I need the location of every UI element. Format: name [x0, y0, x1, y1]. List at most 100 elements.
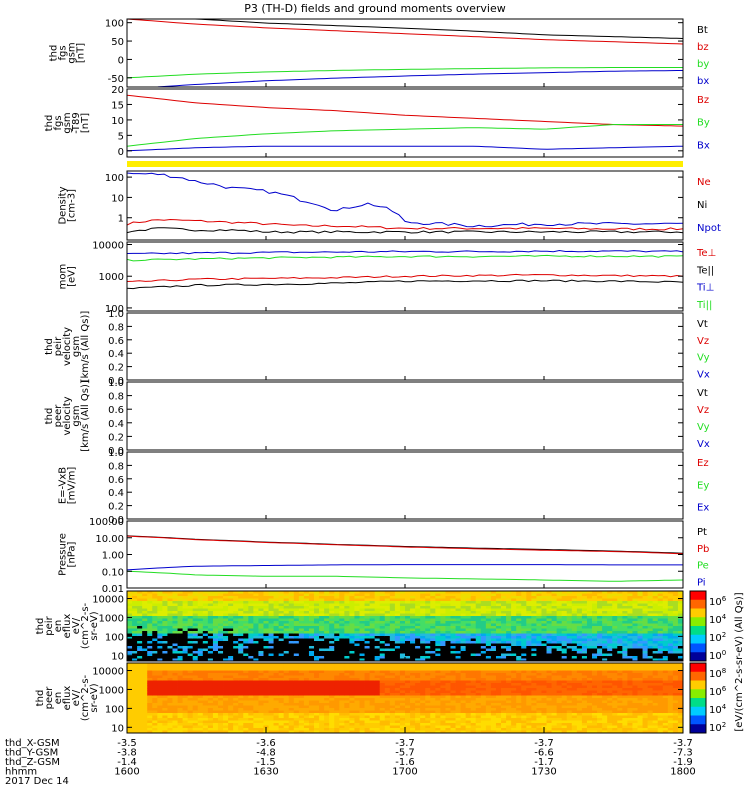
fgs-gsm-ytick-label-2: 0 [118, 55, 124, 66]
peir-velocity-ytick-label-3: 0.4 [108, 349, 124, 360]
peer-velocity-ytick-label-5: 0.0 [108, 446, 124, 457]
peir-velocity-legend-0: Vt [697, 319, 708, 330]
peer-en-eflux-raster [127, 663, 684, 734]
peer-velocity-ylabel-2: velocity [62, 396, 73, 435]
temperature-legend-1: Te|| [696, 265, 714, 276]
efield-legend-2: Ex [697, 503, 709, 514]
fgs-gsm-minus-t89-ytick-label-1: 15 [111, 100, 124, 111]
efield-ylabel-1: [mV/m] [67, 467, 78, 505]
peir-en-eflux-colorbar [689, 590, 707, 662]
peer-en-eflux-zlabel-1: 106 [709, 685, 727, 698]
fgs-gsm-legend-1: bz [697, 42, 709, 53]
peer-en-eflux-ytick-label-0: 10000 [92, 667, 124, 678]
fgs-gsm-ylabel-3: [nT] [76, 43, 87, 63]
panel-peir-velocity: 1.0 0.8 0.6 0.4 0.2 0.0 thdpeirvelocitygsm[km/… [44, 309, 710, 387]
fgs-gsm-ylabel-1: fgs [58, 45, 69, 60]
pressure-ylabel-1: [nPa] [67, 541, 78, 567]
density-ylabel-0: Density [58, 186, 69, 224]
peer-velocity-ytick-label-2: 0.6 [108, 405, 124, 416]
peer-en-eflux-ylabel-5: (cm^2-s- [80, 674, 91, 721]
fgs-gsm-minus-t89-ylabel-2: gsm [62, 112, 73, 133]
peer-en-eflux-colorbar-seg-3 [690, 689, 706, 699]
peer-velocity-legend-2: Vy [697, 422, 710, 433]
peir-en-eflux-colorbar-seg-5 [690, 634, 706, 644]
temperature-legend-3: Ti|| [696, 300, 712, 311]
peer-en-eflux-colorbar [689, 662, 707, 734]
density-legend-1: Ni [697, 200, 707, 211]
efield-legend-1: Ey [697, 480, 709, 491]
fgs-gsm-legend-2: by [697, 59, 709, 70]
fgs-gsm-minus-t89-series-2 [126, 145, 684, 152]
density-series-2 [126, 172, 684, 228]
temperature-legend-2: Ti⊥ [696, 283, 714, 294]
xtick-4-row-2: -1.9 [673, 757, 693, 768]
peir-en-eflux-ytick-label-0: 10000 [92, 595, 124, 606]
peir-en-eflux-ylabel-4: eV/ [71, 617, 82, 634]
peer-velocity-ylabel-3: gsm [71, 405, 82, 426]
fgs-gsm-minus-t89-ytick-label-4: 0 [118, 147, 124, 158]
peir-en-eflux-colorbar-seg-0 [690, 591, 706, 601]
temperature-ytick-label-2: 100 [105, 304, 124, 315]
peir-en-eflux-zlabel-0: 106 [709, 595, 727, 608]
peer-en-eflux-colorbar-seg-0 [690, 663, 706, 673]
fgs-gsm-minus-t89-ylabel-3: -T89 [71, 112, 82, 134]
peer-velocity-frame [126, 381, 684, 451]
peir-en-eflux-ytick-label-3: 10 [111, 651, 124, 662]
temperature-legend-0: Te⊥ [696, 248, 716, 259]
pressure-ytick-label-3: 0.10 [102, 567, 124, 578]
fgs-gsm-minus-t89-series-1 [126, 124, 683, 147]
peer-en-eflux-ylabel-1: peer [44, 686, 55, 710]
pressure-legend-3: Pi [697, 577, 706, 588]
pressure-ytick-label-0: 100.00 [89, 517, 124, 528]
fgs-gsm-minus-t89-ylabel-0: thd [44, 115, 55, 132]
temperature-ylabel-0: mom [58, 264, 69, 290]
fgs-gsm-ytick-label-3: -50 [108, 74, 124, 85]
panel-peer-en-eflux: 10000 1000 100 10 thdpeerenefluxeV/(cm^2-s-s… [35, 662, 727, 734]
xtick-1-row-0: -3.6 [256, 738, 276, 749]
peer-en-eflux-ylabel-3: eflux [62, 686, 73, 711]
peer-en-eflux-zlabel-0: 108 [709, 667, 726, 680]
fgs-gsm-frame [126, 18, 684, 88]
panel-peir-en-eflux: 10000 1000 100 10 thdpeirenefluxeV/(cm^2-s-s… [35, 590, 727, 662]
peir-en-eflux-colorbar-seg-2 [690, 608, 706, 618]
pressure-ylabel-0: Pressure [58, 533, 69, 576]
panel-temperature: 10000 1000 100 mom[eV] Te⊥ Te|| Ti⊥ Ti|| [58, 241, 717, 315]
peer-en-eflux-colorbar-seg-5 [690, 706, 706, 716]
peer-en-eflux-colorbar-seg-1 [690, 671, 706, 681]
peer-en-eflux-ylabel-4: eV/ [71, 689, 82, 706]
peer-en-eflux-colorbar-seg-4 [690, 698, 706, 708]
pressure-ytick-label-4: 0.01 [102, 584, 124, 595]
peir-velocity-ylabel-0: thd [44, 338, 55, 355]
efield-ytick-label-2: 0.6 [108, 475, 124, 486]
peer-en-eflux-ylabel-2: en [53, 692, 64, 705]
temperature-series-3 [126, 254, 684, 262]
pressure-series-1 [126, 535, 684, 555]
efield-ytick-label-4: 0.2 [108, 502, 124, 513]
fgs-gsm-minus-t89-legend-2: Bx [697, 140, 710, 151]
pressure-legend-0: Pt [697, 527, 707, 538]
peir-en-eflux-ylabel-6: sr-eV) [89, 611, 100, 640]
peir-velocity-ytick-label-2: 0.6 [108, 336, 124, 347]
pressure-series-3 [126, 564, 683, 571]
xtick-3-row-0: -3.7 [534, 738, 554, 749]
peir-en-eflux-ylabel-1: peir [44, 615, 55, 635]
density-frame [126, 170, 684, 241]
xaxis-row-label-1: thd_Y-GSM [5, 748, 58, 759]
peer-en-eflux-ytick-label-3: 10 [111, 723, 124, 734]
fgs-gsm-legend-3: bx [697, 76, 709, 87]
temperature-ylabel-1: [eV] [67, 266, 78, 287]
peir-velocity-ytick-label-0: 1.0 [108, 309, 124, 320]
density-legend-0: Ne [697, 177, 711, 188]
peir-en-eflux-colorbar-seg-7 [690, 652, 706, 662]
peer-en-eflux-ylabel-0: thd [35, 690, 46, 707]
fgs-gsm-minus-t89-ytick-label-2: 10 [111, 116, 124, 127]
panel-peer-velocity: 1.0 0.8 0.6 0.4 0.2 0.0 thdpeervelocitygsm[km/… [44, 378, 710, 457]
peer-en-eflux-colorbar-seg-6 [690, 715, 706, 725]
fgs-gsm-minus-t89-frame [126, 88, 684, 158]
fgs-gsm-minus-t89-ylabel-4: [nT] [80, 113, 91, 133]
xtick-3-row-2: -1.7 [534, 757, 554, 768]
peer-en-eflux-colorbar-seg-2 [690, 680, 706, 690]
fgs-gsm-series-0 [127, 18, 684, 39]
